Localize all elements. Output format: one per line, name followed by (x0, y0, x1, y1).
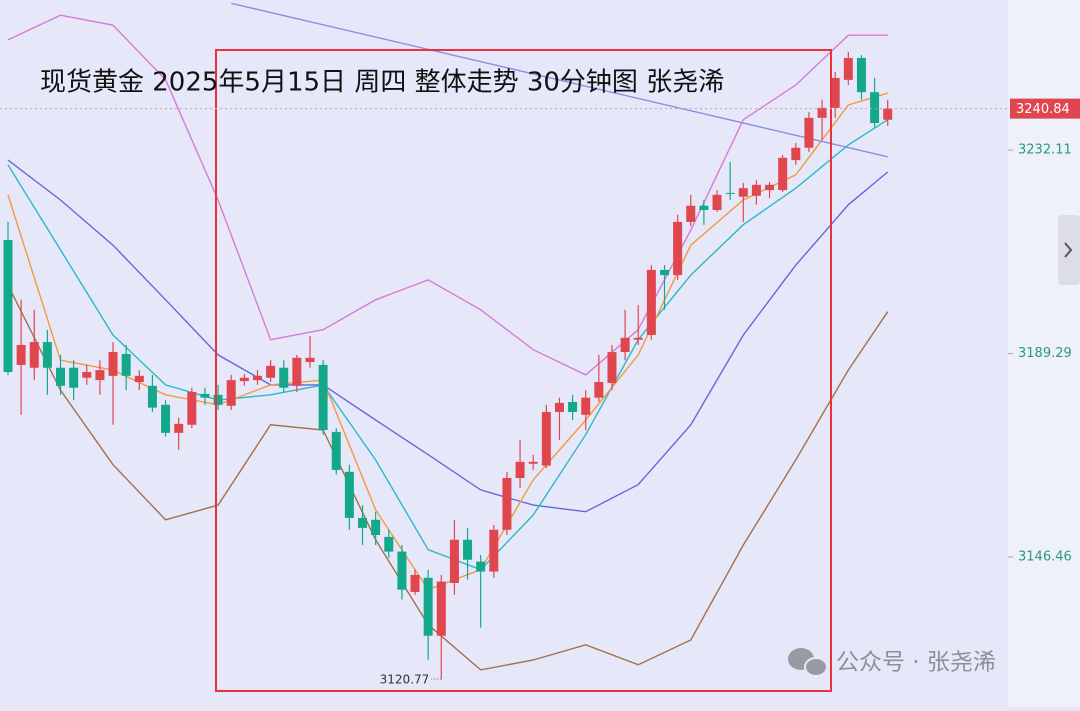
candle-body (266, 365, 276, 378)
candle-body (515, 461, 525, 478)
candle-body (331, 431, 341, 470)
candle-body (358, 517, 368, 528)
candle-body (463, 539, 473, 560)
candle-body (843, 57, 853, 80)
candle-body (384, 536, 394, 552)
candle-body (423, 577, 433, 636)
last-price-tag (1010, 98, 1080, 119)
candle-body (213, 394, 223, 405)
expand-button[interactable] (1058, 215, 1080, 285)
candles (3, 51, 893, 680)
plot-bg (0, 0, 1008, 707)
candle-body (95, 370, 105, 381)
highlight-box (215, 49, 832, 692)
candle-body (29, 342, 39, 368)
candle-body (765, 184, 775, 191)
candle-body (16, 344, 26, 365)
indicator-line (7, 14, 888, 376)
candle-body (371, 519, 381, 536)
indicator-line (7, 159, 889, 513)
candle-body (134, 375, 144, 383)
candle-body (751, 184, 761, 196)
candle-body (279, 367, 289, 388)
candle-body (82, 372, 92, 378)
candle-body (646, 269, 656, 335)
candle-body (817, 107, 827, 118)
candle-body (187, 391, 197, 425)
candle-body (594, 382, 604, 398)
candle-body (554, 402, 564, 412)
candle-body (541, 411, 551, 466)
candle-body (528, 461, 538, 464)
candle-body (292, 357, 302, 386)
candle-body (410, 574, 420, 593)
candle-body (436, 581, 446, 636)
candle-body (686, 205, 696, 222)
watermark: 公众号 · 张尧浠 (836, 650, 996, 676)
candle-body (830, 77, 840, 108)
y-tick-label: 3146.46 (1018, 550, 1072, 565)
candle-body (69, 367, 79, 388)
candle-body (318, 364, 328, 430)
candle-body (161, 404, 171, 433)
candle-body (883, 108, 893, 120)
candle-body (56, 367, 66, 386)
candle-body (791, 147, 801, 161)
candle-body (673, 221, 683, 276)
candle-body (699, 205, 709, 211)
candle-body (397, 551, 407, 590)
candle-body (3, 239, 13, 373)
candle-body (568, 401, 578, 412)
candle-body (476, 561, 486, 572)
candle-body (778, 157, 788, 191)
indicator-line (7, 284, 889, 671)
y-tick-label: 3232.11 (1018, 143, 1072, 158)
candle-body (174, 423, 184, 433)
candle-body (108, 352, 118, 376)
chart-title: 现货黄金 2025年5月15日 周四 整体走势 30分钟图 张尧浠 (40, 68, 724, 98)
indicator-line (231, 2, 888, 158)
candle-body (42, 342, 52, 368)
candle-body (620, 337, 630, 353)
candle-body (344, 471, 354, 518)
candle-body (200, 393, 210, 398)
candle-body (449, 539, 459, 583)
candle-body (147, 385, 157, 408)
candle-body (489, 529, 499, 572)
candle-body (607, 352, 617, 383)
candle-body (738, 188, 748, 197)
y-tick-label: 3189.29 (1018, 346, 1072, 361)
candle-body (581, 397, 591, 415)
candle-body (660, 269, 669, 276)
candle-body (870, 92, 880, 124)
low-label: 3120.77 (380, 673, 430, 687)
candle-body (252, 375, 262, 381)
candle-body (633, 337, 643, 340)
candle-body (712, 194, 722, 211)
candle-body (305, 357, 315, 363)
candle-body (502, 477, 512, 530)
candle-body (725, 192, 735, 194)
candle-body (804, 117, 814, 148)
last-price-label: 3240.84 (1016, 102, 1070, 117)
candle-body (121, 353, 131, 376)
watermark-icon (788, 648, 828, 677)
candle-body (856, 57, 866, 93)
candle-body (239, 377, 249, 382)
candle-body (226, 380, 236, 406)
